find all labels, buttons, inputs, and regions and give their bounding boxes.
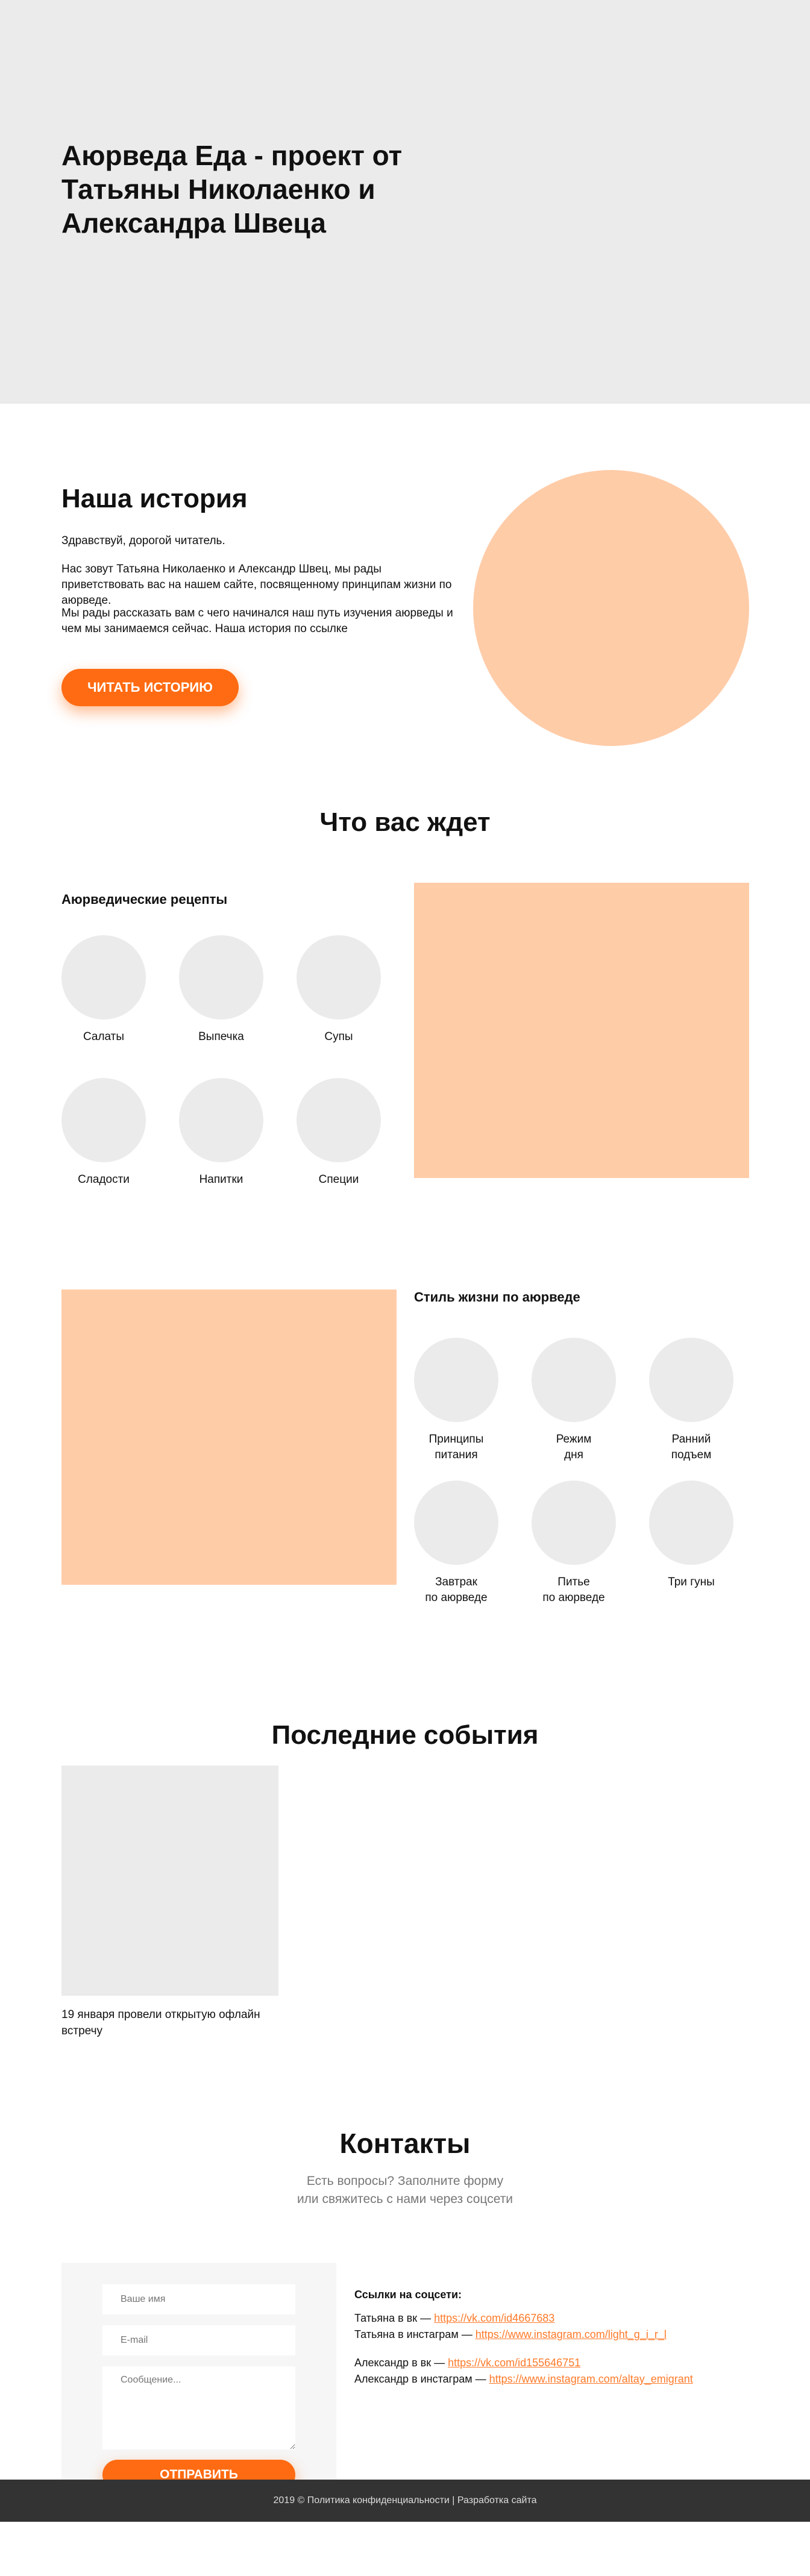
read-story-button[interactable]: Читать историю: [61, 669, 239, 706]
hero-section: Аюрведа Еда - проект от Татьяны Николаен…: [0, 0, 810, 404]
topic-image: [532, 1481, 616, 1565]
social-links: Ссылки на соцсети: Татьяна в вк — https:…: [354, 2287, 740, 2399]
await-section: Что вас ждет Аюрведические рецепты Салат…: [0, 783, 810, 1705]
category-image: [297, 935, 381, 1020]
name-input[interactable]: [102, 2284, 295, 2314]
events-section: Последние события 19 января провели откр…: [0, 1705, 810, 2127]
story-title: Наша история: [61, 484, 248, 513]
category-label: Напитки: [199, 1173, 243, 1186]
alex-ig-label: Александр в инстаграм —: [354, 2373, 489, 2385]
message-input[interactable]: [102, 2366, 295, 2449]
recipe-category-drinks[interactable]: Напитки: [179, 1078, 263, 1188]
tatiana-vk-label: Татьяна в вк —: [354, 2312, 435, 2324]
story-image-placeholder: [473, 470, 749, 746]
category-label: Салаты: [83, 1030, 125, 1043]
topic-image: [649, 1481, 733, 1565]
story-intro: Нас зовут Татьяна Николаенко и Александр…: [61, 563, 452, 607]
topic-label: Ранний подъем: [671, 1433, 712, 1461]
recipes-title: Аюрведические рецепты: [61, 892, 228, 907]
category-label: Сладости: [78, 1173, 130, 1186]
events-title: Последние события: [271, 1720, 539, 1750]
lifestyle-title: Стиль жизни по аюрведе: [414, 1290, 580, 1305]
topic-image: [414, 1338, 498, 1422]
recipe-category-baking[interactable]: Выпечка: [179, 935, 263, 1045]
lifestyle-topic-nutrition[interactable]: Принципы питания: [414, 1338, 498, 1463]
lifestyle-topic-three-gunas[interactable]: Три гуны: [649, 1481, 733, 1590]
recipes-image-placeholder: [414, 883, 749, 1178]
category-image: [297, 1078, 381, 1162]
lifestyle-topic-breakfast[interactable]: Завтрак по аюрведе: [414, 1481, 498, 1606]
contact-form: Отправить: [61, 2263, 336, 2522]
contacts-lead-line1: Есть вопросы? Заполните форму: [306, 2174, 504, 2188]
category-image: [61, 935, 146, 1020]
lifestyle-topic-early-rise[interactable]: Ранний подъем: [649, 1338, 733, 1463]
footer: 2019 © Политика конфиденциальности | Раз…: [0, 2480, 810, 2522]
lifestyle-topic-daily-routine[interactable]: Режим дня: [532, 1338, 616, 1463]
alex-vk-label: Александр в вк —: [354, 2357, 448, 2369]
category-label: Выпечка: [198, 1030, 244, 1043]
await-title: Что вас ждет: [319, 807, 491, 837]
topic-label: Принципы питания: [429, 1433, 484, 1461]
topic-image: [532, 1338, 616, 1422]
contacts-section: Контакты Есть вопросы? Заполните форму и…: [0, 2127, 810, 2576]
lifestyle-image-placeholder: [61, 1290, 397, 1585]
story-greeting: Здравствуй, дорогой читатель.: [61, 534, 225, 547]
contacts-title: Контакты: [339, 2128, 471, 2159]
category-image: [179, 935, 263, 1020]
hero-title: Аюрведа Еда - проект от Татьяны Николаен…: [61, 140, 403, 239]
category-image: [61, 1078, 146, 1162]
email-input[interactable]: [102, 2325, 295, 2355]
topic-label: Три гуны: [668, 1576, 715, 1588]
topic-label: Завтрак по аюрведе: [425, 1576, 488, 1604]
event-image-placeholder[interactable]: [61, 1766, 278, 1996]
event-caption[interactable]: 19 января провели открытую офлайн встреч…: [61, 2008, 260, 2037]
tatiana-vk-link[interactable]: https://vk.com/id4667683: [434, 2312, 555, 2324]
tatiana-ig-link[interactable]: https://www.instagram.com/light_g_i_r_l: [475, 2328, 667, 2340]
contacts-lead: Есть вопросы? Заполните форму или свяжит…: [0, 2172, 810, 2208]
footer-text: 2019 © Политика конфиденциальности | Раз…: [273, 2495, 537, 2505]
contacts-lead-line2: или свяжитесь с нами через соцсети: [297, 2192, 513, 2206]
recipe-category-spices[interactable]: Специи: [297, 1078, 381, 1188]
events-list: 19 января провели открытую офлайн встреч…: [0, 1766, 810, 2127]
social-links-title: Ссылки на соцсети:: [354, 2289, 462, 2301]
story-text: Мы рады рассказать вам с чего начинался …: [61, 607, 453, 635]
recipe-category-salads[interactable]: Салаты: [61, 935, 146, 1045]
alexander-links: Александр в вк — https://vk.com/id155646…: [354, 2355, 740, 2387]
recipe-category-soups[interactable]: Супы: [297, 935, 381, 1045]
tatiana-ig-label: Татьяна в инстаграм —: [354, 2328, 476, 2340]
topic-image: [649, 1338, 733, 1422]
category-image: [179, 1078, 263, 1162]
topic-label: Питье по аюрведе: [542, 1576, 605, 1604]
category-label: Специи: [318, 1173, 359, 1186]
recipes-block: Аюрведические рецепты Салаты Выпечка Суп…: [0, 883, 810, 1290]
alex-vk-link[interactable]: https://vk.com/id155646751: [448, 2357, 581, 2369]
lifestyle-topic-drinking[interactable]: Питье по аюрведе: [532, 1481, 616, 1606]
story-section: Наша история Здравствуй, дорогой читател…: [0, 404, 810, 783]
recipe-category-sweets[interactable]: Сладости: [61, 1078, 146, 1188]
lifestyle-block: Стиль жизни по аюрведе Принципы питания …: [0, 1290, 810, 1705]
category-label: Супы: [324, 1030, 353, 1043]
alex-ig-link[interactable]: https://www.instagram.com/altay_emigrant: [489, 2373, 693, 2385]
topic-label: Режим дня: [556, 1433, 592, 1461]
topic-image: [414, 1481, 498, 1565]
tatiana-links: Татьяна в вк — https://vk.com/id4667683 …: [354, 2310, 740, 2343]
